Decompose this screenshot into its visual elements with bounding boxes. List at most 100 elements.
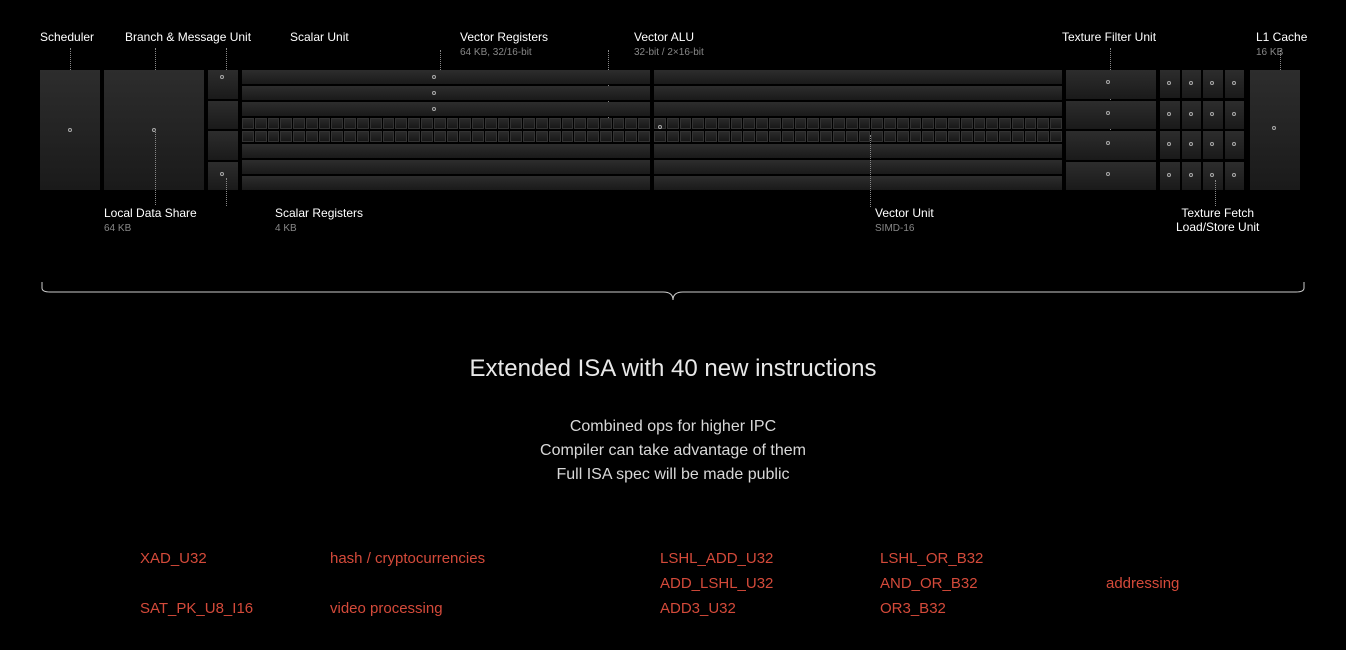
anchor-dot — [1232, 81, 1236, 85]
vector-alu-cell — [871, 131, 883, 142]
branch-message-block — [104, 70, 204, 190]
vector-alu-cell — [562, 118, 574, 129]
instruction-text: LSHL_ADD_U32 — [660, 550, 773, 567]
leader-line — [1215, 180, 1216, 206]
anchor-dot — [1106, 172, 1110, 176]
vector-alu-cell — [961, 118, 973, 129]
vector-alu-cell — [782, 118, 794, 129]
scalar-group — [208, 70, 238, 190]
vector-alu-cell — [718, 118, 730, 129]
curly-brace — [40, 280, 1306, 300]
vector-alu-cell — [587, 131, 599, 142]
vector-alu-cell — [795, 131, 807, 142]
tex-filter-block — [1066, 70, 1156, 99]
tex-fetch-cell — [1225, 70, 1245, 98]
vector-alu-cell — [510, 118, 522, 129]
vector-alu-cell — [731, 118, 743, 129]
vector-alu-cell — [331, 131, 343, 142]
label-sub: SIMD-16 — [875, 223, 914, 234]
label-texture-filter: Texture Filter Unit — [1062, 30, 1156, 44]
instruction-text: OR3_B32 — [880, 600, 946, 617]
vector-alu-cell — [306, 131, 318, 142]
label-scalar: Scalar Unit — [290, 30, 349, 44]
vector-alu-cell — [319, 131, 331, 142]
vector-alu-cell — [743, 131, 755, 142]
anchor-dot — [1232, 173, 1236, 177]
vector-alu-cell — [549, 118, 561, 129]
vector-alu-cell — [1025, 118, 1037, 129]
vector-alu-cell — [807, 131, 819, 142]
tex-fetch-cell — [1182, 131, 1202, 159]
label-text: Vector Registers — [460, 30, 548, 44]
vector-register-row — [654, 176, 1062, 190]
vector-register-row — [242, 176, 650, 190]
vector-alu-cell — [756, 131, 768, 142]
vector-alu-cell — [935, 131, 947, 142]
tex-filter-block — [1066, 101, 1156, 130]
anchor-dot — [1189, 81, 1193, 85]
label-sub: 32-bit / 2×16-bit — [634, 47, 704, 58]
scalar-reg-block — [208, 162, 238, 191]
vector-alu-cell — [769, 131, 781, 142]
vector-alu-cell — [897, 118, 909, 129]
tex-fetch-cell — [1182, 70, 1202, 98]
label-text: Local Data Share — [104, 206, 197, 220]
vector-alu-cell — [999, 118, 1011, 129]
vector-alu-cell — [459, 131, 471, 142]
tex-fetch-cell — [1203, 101, 1223, 129]
instruction-text: ADD_LSHL_U32 — [660, 575, 773, 592]
tex-fetch-cell — [1225, 101, 1245, 129]
vector-register-row — [242, 70, 650, 84]
label-text: Texture Fetch — [1181, 206, 1254, 220]
texture-filter-group — [1066, 70, 1156, 190]
label-sub: 64 KB, 32/16-bit — [460, 47, 532, 58]
instruction-text: LSHL_OR_B32 — [880, 550, 983, 567]
vector-alu-cell — [910, 131, 922, 142]
scheduler-block — [40, 70, 100, 190]
label-vector-registers: Vector Registers 64 KB, 32/16-bit — [460, 30, 548, 58]
label-scheduler: Scheduler — [40, 30, 94, 44]
vector-alu-cell — [974, 118, 986, 129]
label-text: Texture Filter Unit — [1062, 30, 1156, 44]
subline: Full ISA spec will be made public — [0, 463, 1346, 487]
vector-alu-cells — [654, 118, 1062, 129]
vector-alu-cell — [859, 118, 871, 129]
vector-alu-cell — [306, 118, 318, 129]
vector-alu-cell — [421, 131, 433, 142]
vector-alu-cell — [625, 131, 637, 142]
label-l1-cache: L1 Cache 16 KB — [1256, 30, 1307, 58]
scalar-unit-block — [208, 70, 238, 99]
vector-alu-cell — [948, 118, 960, 129]
vector-alu-cell — [1037, 131, 1049, 142]
vector-alu-cell — [370, 118, 382, 129]
anchor-dot — [1167, 142, 1171, 146]
vector-register-row — [654, 70, 1062, 84]
vector-alu-cell — [1012, 118, 1024, 129]
vector-alu-cell — [935, 118, 947, 129]
vector-register-row — [242, 144, 650, 158]
leader-line — [870, 135, 871, 207]
anchor-dot — [658, 125, 662, 129]
vector-alu-cell — [280, 118, 292, 129]
anchor-dot — [1167, 112, 1171, 116]
label-text: Scalar Unit — [290, 30, 349, 44]
vector-alu-cell — [472, 118, 484, 129]
vector-register-row — [654, 102, 1062, 116]
vector-alu-cell — [922, 131, 934, 142]
anchor-dot — [1189, 173, 1193, 177]
label-sub: 4 KB — [275, 223, 297, 234]
vector-alu-cell — [846, 118, 858, 129]
anchor-dot — [1232, 112, 1236, 116]
anchor-dot — [68, 128, 72, 132]
vector-alu-cell — [510, 131, 522, 142]
vector-alu-cell — [408, 118, 420, 129]
vector-register-row — [242, 160, 650, 174]
vector-alu-cell — [974, 131, 986, 142]
vector-alu-cell — [833, 118, 845, 129]
vector-alu-cell — [408, 131, 420, 142]
instruction-text: video processing — [330, 600, 443, 617]
vector-alu-cell — [447, 118, 459, 129]
vector-register-row — [654, 144, 1062, 158]
instruction-text: hash / cryptocurrencies — [330, 550, 485, 567]
vector-alu-cell — [523, 118, 535, 129]
